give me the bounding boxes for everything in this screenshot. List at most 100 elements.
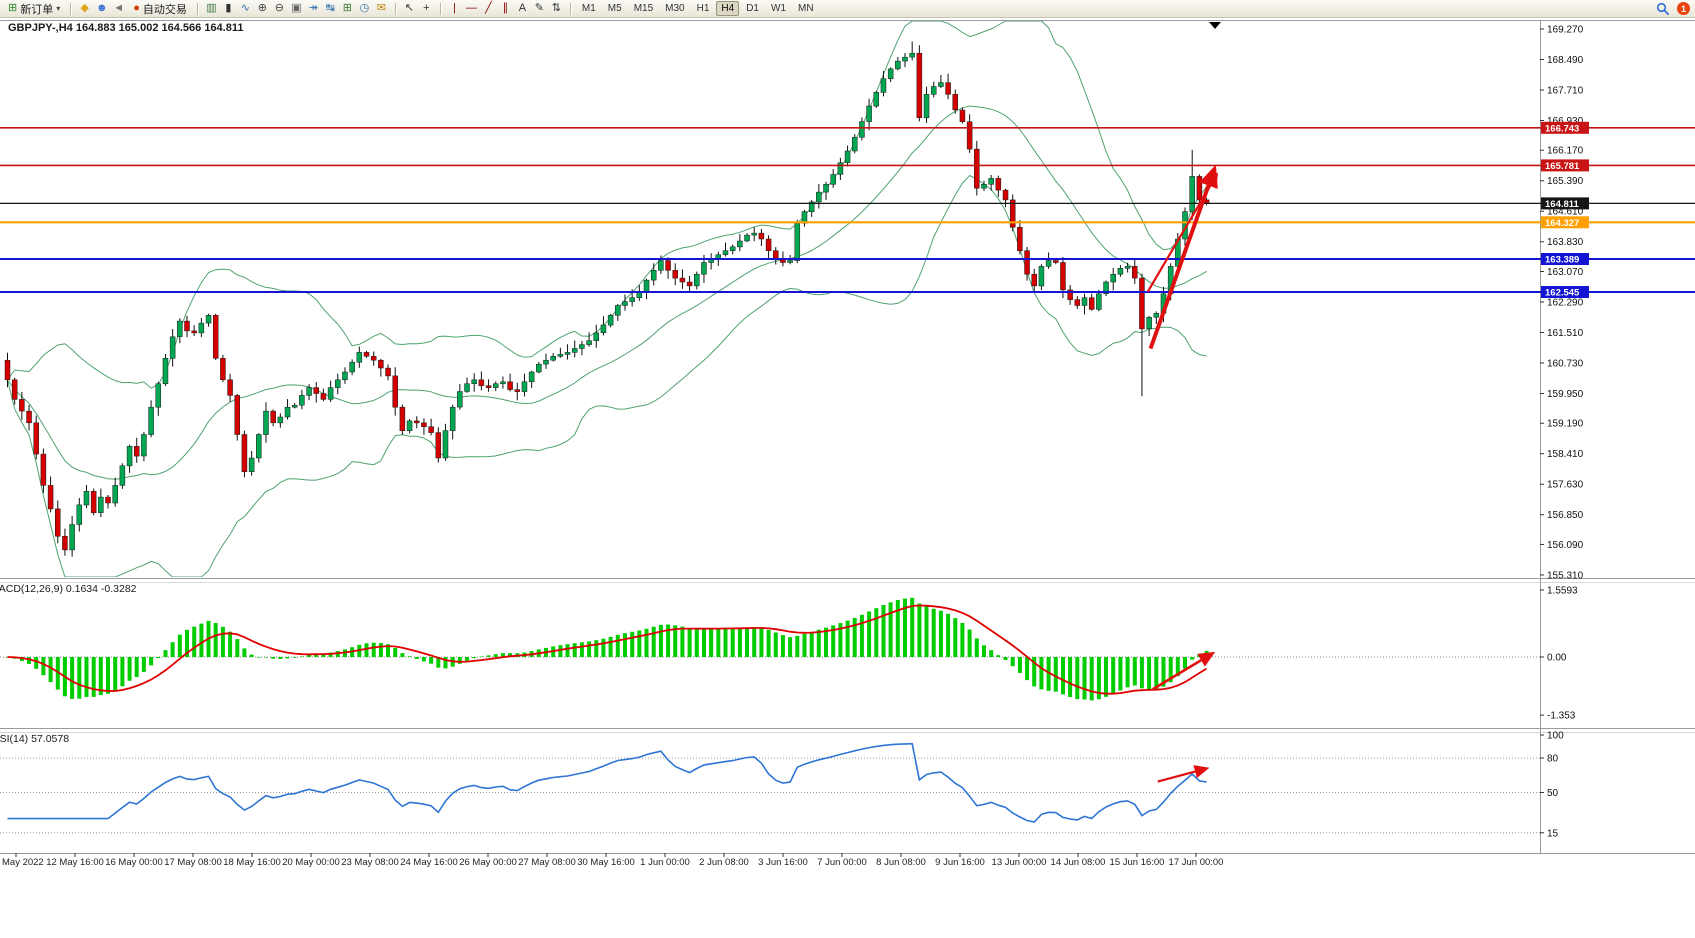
timeframe-m1[interactable]: M1 <box>581 3 596 14</box>
toolbar-separator <box>394 2 396 15</box>
macd-tick-label: -1.353 <box>1547 711 1576 722</box>
timeframe-bar: M1 M5 M15 M30 H1 H4 D1 W1 MN <box>576 1 820 16</box>
price-tick-label: 158.410 <box>1547 449 1584 460</box>
symbol-title: GBPJPY-,H4 164.883 165.002 164.566 164.8… <box>8 22 243 34</box>
chevron-down-icon: ▾ <box>56 4 61 13</box>
price-level-tag <box>1541 253 1589 265</box>
price-level-tag-label: 162.545 <box>1545 288 1580 299</box>
time-tick-label: 30 May 16:00 <box>577 857 635 868</box>
macd-histogram <box>0 597 1540 701</box>
price-level-tag <box>1541 216 1589 229</box>
line-chart-icon[interactable]: ∿ <box>240 2 250 14</box>
time-tick-label: 2 Jun 08:00 <box>699 857 749 868</box>
time-tick-label: 14 Jun 08:00 <box>1051 857 1106 868</box>
search-icon[interactable] <box>1654 1 1671 17</box>
notification-badge[interactable]: 1 <box>1677 2 1690 15</box>
price-tick-label: 157.630 <box>1547 480 1584 491</box>
new-chart-icon[interactable]: ⊞ <box>342 2 352 14</box>
shapes-icon[interactable]: ⇅ <box>551 2 561 14</box>
toolbar-right: 1 <box>1654 1 1692 17</box>
time-tick-label: 1 Jun 00:00 <box>640 857 690 868</box>
rsi-tick-label: 80 <box>1547 754 1559 765</box>
timeframe-m30[interactable]: M30 <box>665 3 685 14</box>
trend-arrows[interactable] <box>1146 164 1219 783</box>
price-level-tag <box>1541 159 1589 172</box>
macd-title: MACD(12,26,9) 0.1634 -0.3282 <box>0 583 137 595</box>
price-level-tag <box>1541 286 1589 298</box>
text-icon[interactable]: A <box>518 2 527 14</box>
time-tick-label: 12 May 16:00 <box>46 857 104 868</box>
price-tick-label: 159.950 <box>1547 389 1584 400</box>
toolbar-separator <box>569 2 571 15</box>
timeframe-m15[interactable]: M15 <box>633 3 654 14</box>
timeframe-h1[interactable]: H1 <box>696 3 710 14</box>
price-tick-label: 159.190 <box>1547 419 1584 430</box>
bollinger-bands <box>7 21 1207 577</box>
macd-axis[interactable]: 1.5593 0.00 -1.353 <box>1540 586 1578 722</box>
crosshair-icon[interactable]: + <box>423 2 430 14</box>
timeframe-m5[interactable]: M5 <box>607 3 622 14</box>
favorites-icon[interactable]: ◆ <box>80 2 89 14</box>
zoom-out-icon[interactable]: ⊖ <box>274 2 284 14</box>
support-resistance-lines[interactable] <box>0 127 1695 293</box>
time-tick-label: 8 Jun 08:00 <box>876 857 926 868</box>
price-level-tag-label: 165.781 <box>1545 161 1580 172</box>
price-level-tag-label: 164.811 <box>1545 199 1580 210</box>
trendline-icon[interactable]: ╱ <box>485 2 492 14</box>
price-tick-label: 163.070 <box>1547 267 1584 278</box>
toolbar-group-cursor: ↖ + <box>401 1 435 17</box>
price-tick-label: 164.610 <box>1547 207 1584 218</box>
new-order-button[interactable]: ⊞ 新订单 ▾ <box>3 1 65 17</box>
toolbar-group-objects: | — ╱ ∥ A ✎ ⇅ <box>446 1 565 17</box>
timeframe-mn[interactable]: MN <box>798 3 814 14</box>
chart-shift-marker[interactable] <box>1209 22 1221 29</box>
alerts-icon[interactable]: ◄ <box>113 2 125 14</box>
price-level-tag-label: 166.743 <box>1545 123 1579 134</box>
auto-trading-button[interactable]: ● 自动交易 <box>128 1 192 17</box>
price-tick-label: 168.490 <box>1547 55 1584 66</box>
chart-frame <box>0 20 1695 854</box>
time-axis[interactable]: May 2022 12 May 16:00 16 May 00:00 17 May 0… <box>2 853 1223 868</box>
macd-tick-label: 0.00 <box>1547 653 1567 664</box>
toolbar-group-general: ◆ ☻ ◄ <box>76 1 127 17</box>
price-level-tag-label: 164.327 <box>1545 218 1579 229</box>
profile-icon[interactable]: ☻ <box>95 2 108 14</box>
macd-signal-line <box>7 604 1208 695</box>
mail-icon[interactable]: ✉ <box>376 2 386 14</box>
auto-scroll-icon[interactable]: ↠ <box>308 2 318 14</box>
cursor-icon[interactable]: ↖ <box>404 2 414 14</box>
horizontal-line-icon[interactable]: — <box>465 2 477 14</box>
bar-chart-icon[interactable]: ▥ <box>206 2 217 14</box>
timeframe-d1[interactable]: D1 <box>746 3 759 14</box>
time-tick-label: 15 Jun 16:00 <box>1110 857 1165 868</box>
period-icon[interactable]: ◷ <box>359 2 370 14</box>
candlestick-chart-icon[interactable]: ▮ <box>225 2 232 14</box>
auto-trading-label: 自动交易 <box>142 3 187 16</box>
price-tick-label: 162.290 <box>1547 298 1584 309</box>
price-tick-label: 165.390 <box>1547 176 1584 187</box>
panel-titles: GBPJPY-,H4 164.883 165.002 164.566 164.8… <box>0 22 243 745</box>
tile-windows-icon[interactable]: ▣ <box>291 2 302 14</box>
new-order-icon: ⊞ <box>8 2 18 14</box>
toolbar-separator <box>196 2 198 15</box>
price-tick-label: 163.830 <box>1547 237 1584 248</box>
time-tick-label: 7 Jun 00:00 <box>817 857 867 868</box>
auto-trading-icon: ● <box>133 2 140 14</box>
time-tick-label: 3 Jun 16:00 <box>758 857 808 868</box>
zoom-in-icon[interactable]: ⊕ <box>257 2 267 14</box>
toolbar-separator <box>439 2 441 15</box>
timeframe-h4[interactable]: H4 <box>716 1 740 16</box>
price-tick-label: 166.170 <box>1547 146 1584 157</box>
chart-shift-icon[interactable]: ↹ <box>325 2 335 14</box>
rsi-axis[interactable]: 100 80 50 15 <box>1540 731 1564 840</box>
vertical-line-icon[interactable]: | <box>452 2 456 14</box>
time-tick-label: 9 Jun 16:00 <box>935 857 985 868</box>
price-axis[interactable]: 169.270 168.490 167.710 166.930 166.170 165.3… <box>1540 25 1589 582</box>
rsi-tick-label: 50 <box>1547 788 1559 799</box>
label-icon[interactable]: ✎ <box>534 2 544 14</box>
rsi-panel <box>0 742 1540 834</box>
channel-icon[interactable]: ∥ <box>502 2 509 14</box>
timeframe-w1[interactable]: W1 <box>771 3 786 14</box>
time-tick-label: 23 May 08:00 <box>341 857 399 868</box>
